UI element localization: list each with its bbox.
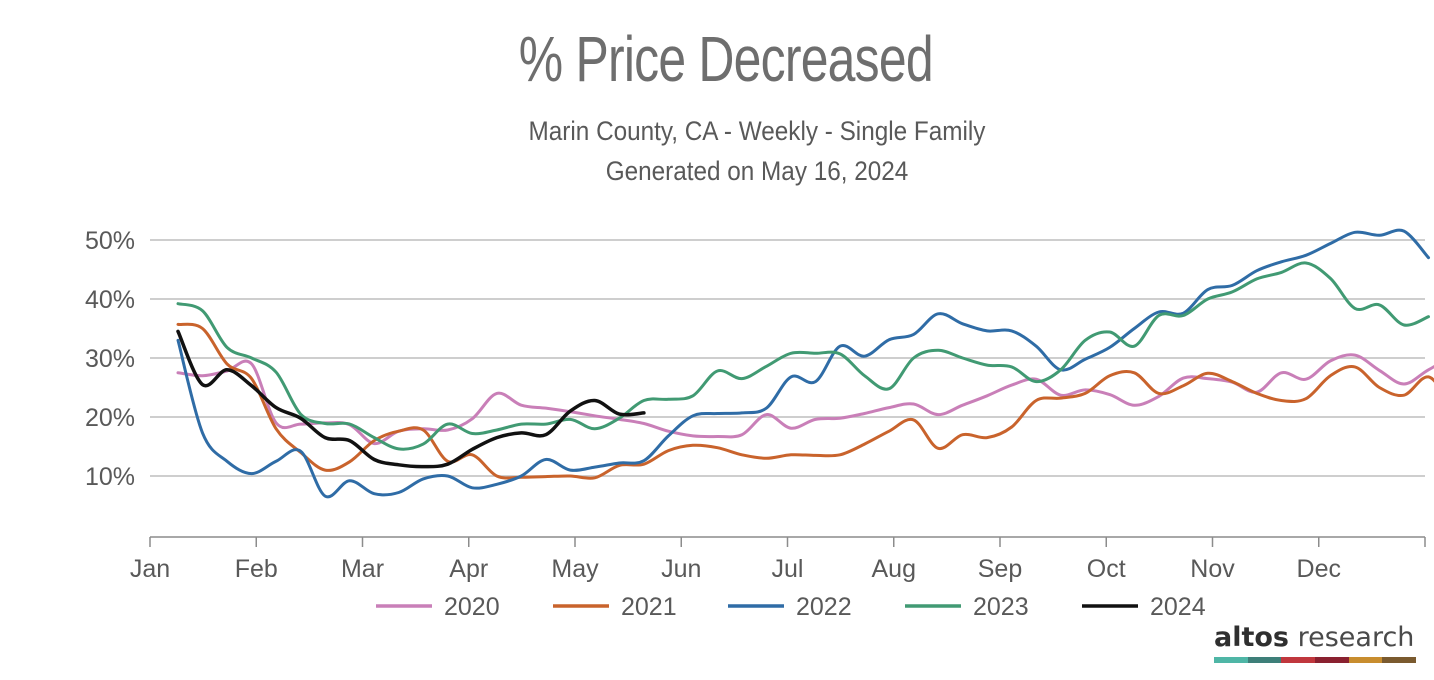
brand-stripe-segment [1281, 657, 1316, 663]
series-line-2020 [176, 353, 1434, 446]
series-line-2024 [176, 329, 646, 469]
y-tick-label: 10% [85, 463, 135, 491]
x-tick-label: Jun [661, 555, 701, 583]
brand-stripe-segment [1247, 657, 1282, 663]
series-line-2021 [176, 322, 1434, 480]
x-tick-label: Feb [235, 555, 278, 583]
series-line-2023 [176, 261, 1430, 451]
legend-item-2022: 2022 [728, 593, 852, 621]
altos-research-logo: altos research [1214, 622, 1417, 663]
brand-color-stripe [1214, 657, 1417, 663]
x-tick-label: Mar [341, 555, 384, 583]
x-tick-label: Sep [978, 555, 1022, 583]
y-tick-label: 40% [85, 286, 135, 314]
series-line-2022 [176, 228, 1430, 499]
legend-label: 2023 [973, 593, 1029, 621]
y-tick-label: 30% [85, 345, 135, 373]
grid-lines [150, 239, 1425, 477]
legend-label: 2021 [621, 593, 677, 621]
brand-stripe-segment [1214, 657, 1248, 663]
legend-label: 2022 [796, 593, 852, 621]
x-tick-label: Jul [772, 555, 804, 583]
legend-item-2021: 2021 [553, 593, 677, 621]
brand-stripe-segment [1315, 657, 1349, 663]
y-tick-label: 20% [85, 404, 135, 432]
x-tick-label: Nov [1190, 555, 1235, 583]
x-tick-label: May [551, 555, 599, 583]
legend: 2020 2021 2022 2023 2024 [376, 593, 1206, 621]
x-tick-label: Jan [130, 555, 170, 583]
legend-item-2024: 2024 [1082, 593, 1206, 621]
x-tick-label: Oct [1087, 555, 1126, 583]
x-tick-label: Aug [872, 555, 916, 583]
brand-stripe-segment [1348, 657, 1383, 663]
brand-stripe-segment [1382, 657, 1417, 663]
legend-label: 2020 [444, 593, 500, 621]
legend-item-2020: 2020 [376, 593, 500, 621]
x-tick-label: Dec [1297, 555, 1341, 583]
y-axis-ticks: 10% 20% 30% 40% 50% [85, 227, 135, 491]
legend-item-2023: 2023 [905, 593, 1029, 621]
chart-title: % Price Decreased [518, 23, 934, 95]
series-lines [176, 228, 1434, 499]
y-tick-label: 50% [85, 227, 135, 255]
x-tick-label: Apr [449, 555, 488, 583]
x-axis: Jan Feb Mar Apr May Jun Jul Aug Sep Oct Nov Dec [130, 536, 1426, 583]
legend-label: 2024 [1150, 593, 1206, 621]
